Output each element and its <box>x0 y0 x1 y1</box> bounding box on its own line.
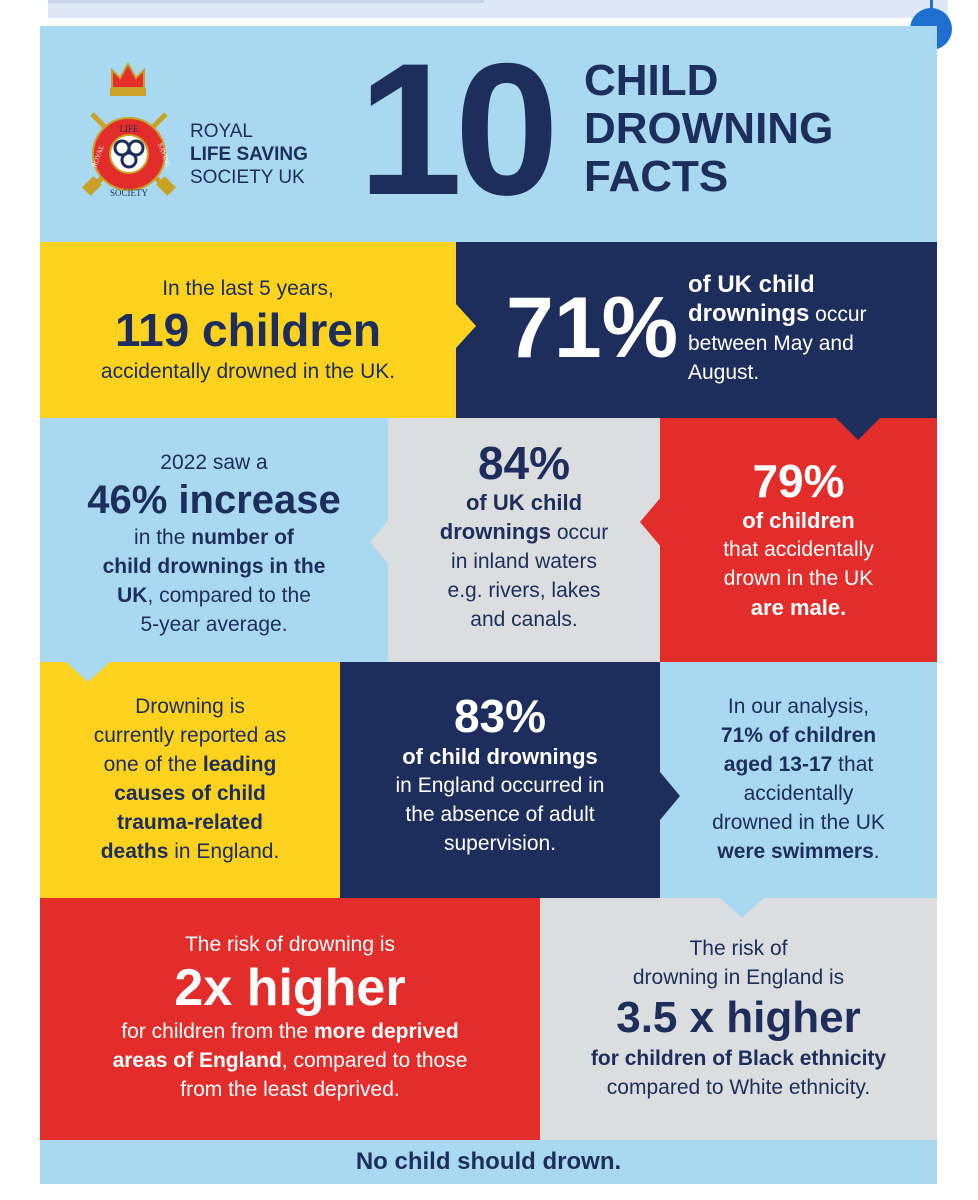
fact9-l4b: , compared to those <box>281 1049 468 1072</box>
fact8-l1: In our analysis, <box>727 695 870 718</box>
fact8-b2: 71% of children <box>720 724 877 747</box>
crest-word-1: LIFE <box>120 124 140 134</box>
fact6-l3b: leading <box>202 753 277 776</box>
fact-card-2: 71% of UK child drownings occur between … <box>456 242 937 418</box>
fact4-line5: and canals. <box>470 608 578 631</box>
fact6-l5: trauma-related <box>117 811 263 834</box>
fact-card-5: 79% of children that accidentally drown … <box>660 418 937 662</box>
fact8-l5: drowned in the UK <box>712 811 885 834</box>
fact9-l4a: areas of England <box>112 1049 282 1072</box>
fact-card-1: In the last 5 years, 119 children accide… <box>40 242 456 418</box>
fact7-l2: in England occurred in <box>395 774 605 797</box>
title-line-facts: FACTS <box>584 152 729 201</box>
fact8-b3: aged 13-17 <box>723 753 833 776</box>
fact5-line2: that accidentally <box>723 538 874 561</box>
fact4-bold2: drownings <box>439 519 552 544</box>
fact1-headline: 119 children <box>115 304 381 356</box>
header-number: 10 <box>358 26 559 234</box>
fact3-l6: 5-year average. <box>140 613 288 636</box>
fact9-headline: 2x higher <box>174 959 406 1017</box>
fact8-r6: . <box>873 840 880 863</box>
fact2-pointer <box>836 418 880 440</box>
fact1-intro: In the last 5 years, <box>162 277 334 300</box>
fact10-headline: 3.5 x higher <box>616 993 861 1042</box>
fact-card-8: In our analysis, 71% of children aged 13… <box>660 662 937 898</box>
fact10-l4: for children of Black ethnicity <box>590 1047 887 1070</box>
org-line-1: ROYAL <box>190 121 254 142</box>
fact5-pointer <box>640 496 662 548</box>
fact2-rest2: occur <box>809 303 867 326</box>
fact-card-4: 84% of UK child drownings occur in inlan… <box>388 418 660 662</box>
fact5-line3: drown in the UK <box>723 567 874 590</box>
fact4-line3: in inland waters <box>451 550 597 573</box>
fact5-bold1: of children <box>742 508 855 533</box>
fact6-l3a: one of the <box>103 753 203 776</box>
fact4-stat: 84% <box>477 437 571 489</box>
top-bar-slice <box>48 0 484 3</box>
fact-card-9: The risk of drowning is 2x higher for ch… <box>40 898 540 1140</box>
fact8-pointer <box>720 898 764 918</box>
fact4-pointer <box>370 516 392 568</box>
fact2-stat: 71% <box>506 280 679 376</box>
org-line-2: LIFE SAVING <box>190 144 308 165</box>
fact6-l4: causes of child <box>114 782 266 805</box>
fact2-line4: August. <box>688 361 760 384</box>
fact3-pointer <box>66 662 110 682</box>
fact4-rest2: occur <box>551 521 609 544</box>
fact3-headline: 46% increase <box>87 478 341 522</box>
fact5-stat: 79% <box>752 455 845 507</box>
fact9-l1: The risk of drowning is <box>184 933 396 956</box>
fact-card-6: Drowning is currently reported as one of… <box>40 662 340 898</box>
fact10-l2: drowning in England is <box>632 966 845 989</box>
footer-text: No child should drown. <box>355 1148 622 1175</box>
fact-card-10: The risk of drowning in England is 3.5 x… <box>540 898 937 1140</box>
fact4-bold1: of UK child <box>465 490 583 515</box>
fact2-bold2: drownings <box>688 300 810 327</box>
fact10-l5: compared to White ethnicity. <box>606 1076 871 1099</box>
fact3-l3b: number of <box>191 526 294 549</box>
fact1-detail: accidentally drowned in the UK. <box>100 360 396 383</box>
fact7-pointer <box>660 772 680 820</box>
fact2-text: of UK child drownings occur between May … <box>688 270 928 387</box>
top-bar <box>48 0 948 18</box>
fact7-bold1: of child drownings <box>402 744 598 769</box>
fact8-l4: accidentally <box>743 782 854 805</box>
fact7-stat: 83% <box>453 690 547 742</box>
fact6-l6b: in England. <box>168 840 280 863</box>
fact3-intro: 2022 saw a <box>160 451 268 474</box>
rlss-crest-icon: LIFE ROYAL SAVING SOCIETY <box>82 61 176 198</box>
footer: No child should drown. <box>40 1140 937 1184</box>
title-line-drowning: DROWNING <box>584 104 834 153</box>
fact9-l3a: for children from the <box>121 1020 314 1043</box>
fact6-l1: Drowning is <box>135 695 245 718</box>
fact4-line4: e.g. rivers, lakes <box>447 579 601 602</box>
fact7-l4: supervision. <box>443 832 557 855</box>
fact2-line3: between May and <box>688 332 854 355</box>
fact-card-3: 2022 saw a 46% increase in the number of… <box>40 418 388 662</box>
fact6-l6a: deaths <box>100 840 169 863</box>
title-line-child: CHILD <box>584 56 719 105</box>
fact3-l5b: , compared to the <box>147 584 311 607</box>
fact6-l2: currently reported as <box>93 724 287 747</box>
fact-card-7: 83% of child drownings in England occurr… <box>340 662 660 898</box>
org-line-3: SOCIETY UK <box>190 167 305 188</box>
fact10-l1: The risk of <box>689 937 788 960</box>
fact5-bold4: are male. <box>750 595 847 620</box>
fact9-l3b: more deprived <box>313 1020 459 1043</box>
fact1-pointer <box>456 304 476 348</box>
fact7-l3: the absence of adult <box>405 803 595 826</box>
fact3-l4: child drownings in the <box>102 555 326 578</box>
fact2-bold1: of UK child <box>688 271 815 298</box>
fact3-l3a: in the <box>134 526 192 549</box>
org-name: ROYAL LIFE SAVING SOCIETY UK <box>190 120 308 189</box>
fact3-l5a: UK <box>117 584 148 607</box>
fact9-l5: from the least deprived. <box>180 1078 400 1101</box>
fact8-b6: were swimmers <box>717 840 874 863</box>
infographic-poster: LIFE ROYAL SAVING SOCIETY ROYAL LIFE SAV… <box>40 26 937 1184</box>
fact8-r3: that <box>832 753 874 776</box>
crest-word-4: SOCIETY <box>110 188 149 198</box>
